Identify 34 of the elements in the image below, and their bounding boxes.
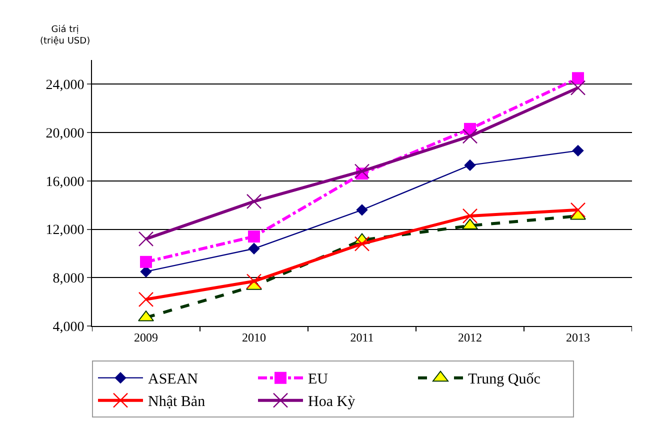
point bbox=[464, 159, 476, 172]
point bbox=[354, 236, 370, 252]
y-tick-label: 12,000 bbox=[46, 223, 84, 238]
x-tick-label: 2012 bbox=[458, 330, 482, 344]
point bbox=[572, 144, 584, 157]
point bbox=[572, 72, 584, 84]
legend-label: Hoa Kỳ bbox=[308, 394, 356, 410]
point bbox=[246, 194, 262, 210]
y-tick-label: 4,000 bbox=[52, 320, 84, 335]
x-tick-label: 2011 bbox=[350, 330, 374, 344]
x-tick-label: 2009 bbox=[134, 330, 158, 344]
x-tick-label: 2010 bbox=[242, 330, 266, 344]
y-tick-label: 8,000 bbox=[52, 272, 84, 287]
point bbox=[356, 204, 368, 216]
legend-label: Nhật Bản bbox=[148, 394, 206, 410]
point bbox=[248, 242, 260, 254]
point bbox=[248, 230, 260, 243]
point bbox=[570, 80, 586, 96]
point bbox=[138, 292, 154, 307]
point bbox=[140, 256, 152, 268]
y-tick-label: 20,000 bbox=[46, 126, 84, 142]
point bbox=[354, 164, 370, 179]
point bbox=[246, 274, 262, 289]
point bbox=[570, 202, 586, 218]
point bbox=[462, 208, 478, 224]
y-tick-label: 24,000 bbox=[46, 78, 84, 94]
y-tick-label: 16,000 bbox=[46, 174, 84, 190]
y-axis-title: Giá trị (triệu USD) bbox=[40, 24, 90, 47]
legend-label: EU bbox=[308, 372, 328, 388]
legend-label: ASEAN bbox=[148, 372, 198, 388]
point bbox=[462, 128, 478, 144]
point bbox=[138, 231, 154, 247]
x-tick-label: 2013 bbox=[566, 330, 590, 344]
legend-label: Trung Quốc bbox=[468, 372, 541, 388]
